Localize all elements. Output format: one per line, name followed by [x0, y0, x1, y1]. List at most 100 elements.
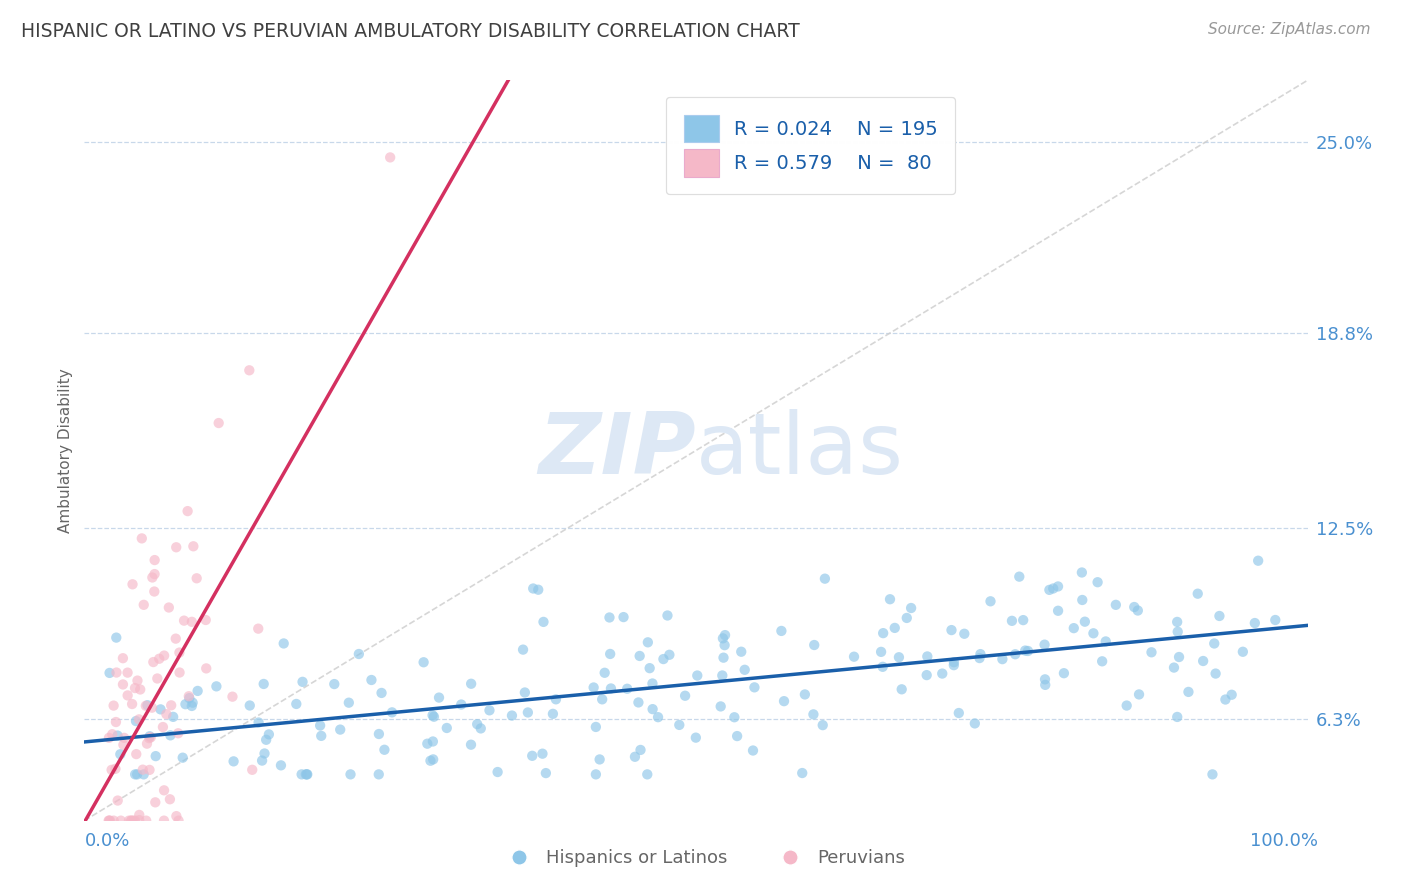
Point [173, 614, 195, 628]
Point [1115, 698, 1137, 713]
Point [132, 763, 155, 777]
Point [460, 677, 482, 691]
Point [486, 764, 509, 779]
Point [811, 718, 834, 732]
Text: HISPANIC OR LATINO VS PERUVIAN AMBULATORY DISABILITY CORRELATION CHART: HISPANIC OR LATINO VS PERUVIAN AMBULATOR… [21, 22, 800, 41]
Point [612, 610, 634, 624]
Point [686, 668, 709, 682]
Point [668, 718, 690, 732]
Point [1243, 615, 1265, 630]
Point [734, 663, 756, 677]
Point [1163, 660, 1185, 674]
Point [1001, 614, 1024, 628]
Point [1232, 645, 1254, 659]
Point [103, 814, 125, 828]
Point [842, 649, 865, 664]
Point [367, 727, 389, 741]
Point [1126, 603, 1149, 617]
Point [132, 767, 155, 781]
Point [883, 621, 905, 635]
Point [501, 708, 523, 723]
Point [879, 592, 901, 607]
Point [120, 814, 142, 828]
Point [422, 752, 444, 766]
Point [143, 584, 166, 599]
Point [103, 698, 125, 713]
Point [582, 681, 605, 695]
Point [1128, 688, 1150, 702]
Point [624, 749, 647, 764]
Point [186, 571, 208, 585]
Point [953, 626, 976, 640]
Point [1053, 666, 1076, 681]
Point [931, 666, 953, 681]
Point [591, 692, 613, 706]
Point [179, 691, 201, 706]
Point [120, 814, 142, 828]
Point [942, 658, 965, 673]
Point [1017, 644, 1039, 658]
Point [516, 706, 538, 720]
Point [381, 706, 404, 720]
Point [422, 708, 444, 723]
Point [205, 679, 228, 693]
Point [657, 608, 679, 623]
Point [111, 677, 134, 691]
Point [942, 655, 965, 669]
Point [157, 600, 180, 615]
Point [710, 699, 733, 714]
Point [534, 766, 557, 780]
Point [153, 814, 176, 828]
Point [599, 647, 621, 661]
Point [963, 716, 986, 731]
Point [1047, 579, 1070, 593]
Point [1105, 598, 1128, 612]
Point [422, 734, 444, 748]
Point [1014, 643, 1036, 657]
Point [725, 729, 748, 743]
Point [187, 684, 209, 698]
Point [1083, 626, 1105, 640]
Point [730, 645, 752, 659]
Point [176, 504, 198, 518]
Point [129, 682, 152, 697]
Point [1004, 647, 1026, 661]
Point [165, 809, 187, 823]
Point [531, 747, 554, 761]
Point [142, 655, 165, 669]
Point [121, 697, 143, 711]
Point [478, 703, 501, 717]
Point [117, 665, 139, 680]
Point [1042, 582, 1064, 596]
Point [1008, 569, 1031, 583]
Point [1187, 587, 1209, 601]
Point [143, 795, 166, 809]
Point [107, 793, 129, 807]
Point [169, 646, 191, 660]
Point [890, 682, 912, 697]
Point [195, 661, 218, 675]
Point [294, 767, 316, 781]
Point [128, 808, 150, 822]
Legend: Hispanics or Latinos, Peruvians: Hispanics or Latinos, Peruvians [494, 842, 912, 874]
Point [153, 783, 176, 797]
Point [711, 668, 734, 682]
Point [412, 655, 434, 669]
Point [159, 792, 181, 806]
Point [136, 698, 159, 713]
Point [169, 665, 191, 680]
Point [149, 702, 172, 716]
Point [291, 767, 314, 781]
Point [148, 652, 170, 666]
Point [1094, 634, 1116, 648]
Point [793, 688, 815, 702]
Point [900, 601, 922, 615]
Point [585, 767, 607, 781]
Point [360, 673, 382, 687]
Point [636, 767, 658, 781]
Point [254, 732, 277, 747]
Point [1033, 678, 1056, 692]
Point [627, 695, 650, 709]
Point [522, 582, 544, 596]
Point [143, 553, 166, 567]
